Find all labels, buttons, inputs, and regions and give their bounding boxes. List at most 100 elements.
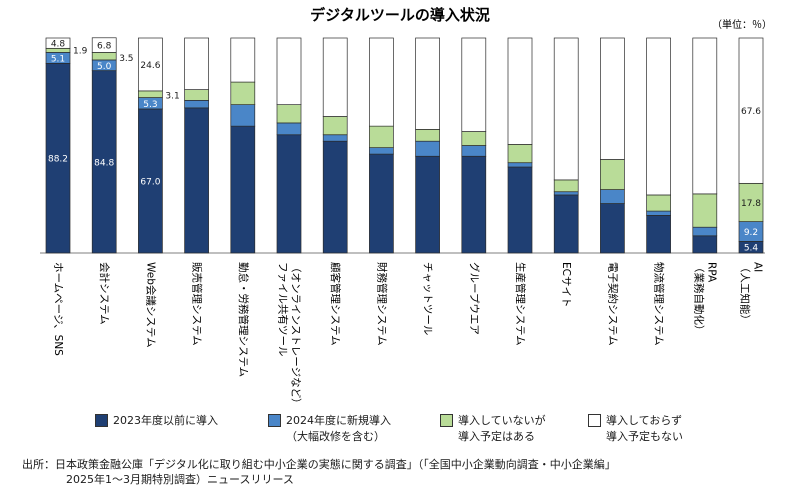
bar-segment-13-series-1 (600, 203, 625, 254)
category-label-8: 財務管理システム (375, 262, 388, 346)
category-label-7: 顧客管理システム (329, 262, 342, 346)
category-label-5: 勤怠・労務管理システム (237, 262, 250, 377)
data-label-3-4: 24.6 (140, 61, 160, 71)
bar-segment-8-series-3 (369, 125, 394, 149)
bar-segment-14-series-4 (646, 37, 671, 196)
bar-segment-7-series-2 (322, 134, 348, 142)
bar-segment-4-series-2 (184, 99, 209, 109)
stacked-bar-chart: デジタルツールの導入状況 （単位：％） 88.2 5.1 1.9 4.8 84.8 5.0… (40, 6, 772, 409)
bar-segment-7-series-1 (322, 140, 348, 254)
bar-segment-9-series-4 (415, 37, 440, 130)
data-label-1-2: 5.1 (51, 54, 65, 64)
source-line-1: 出所：日本政策金融公庫「デジタル化に取り組む中小企業の実態に関する調査」（「全国… (22, 458, 616, 471)
bar-segment-4-series-4 (184, 37, 209, 90)
bar-segment-13-series-3 (600, 159, 625, 190)
bar-segment-10-series-3 (461, 131, 487, 146)
category-label-15-line-2: （業務自動化） (692, 262, 705, 336)
category-label-6-line-1: （オンラインストレージなど） (290, 262, 302, 409)
legend-swatch-2023 (95, 414, 108, 427)
data-label-2-2: 5.0 (97, 62, 112, 72)
data-label-16-3: 17.8 (741, 199, 761, 209)
category-label-6-line-2: ファイル共有ツール (277, 262, 290, 357)
legend-swatch-planned (440, 414, 453, 427)
bar-segment-12-series-4 (553, 37, 579, 181)
bar-segment-13-series-2 (600, 189, 625, 204)
bar-segment-13-series-4 (600, 37, 625, 160)
category-label-15-line-1: RPA (705, 262, 717, 283)
category-label-16-line-2: （人工知能） (739, 262, 752, 325)
bar-segment-6-series-1 (276, 134, 302, 254)
bar-segment-10-series-4 (461, 37, 487, 132)
data-label-2-4: 6.8 (97, 42, 112, 52)
data-label-3-3: 3.1 (165, 92, 179, 102)
legend-swatch-none (588, 414, 601, 427)
legend-swatch-2024 (268, 414, 281, 427)
bar-segment-1-series-1 (45, 63, 71, 254)
bar-segment-6-series-3 (276, 104, 302, 124)
bar-segment-4-series-1 (184, 107, 209, 254)
bar-segment-12-series-3 (553, 179, 579, 193)
source-note: 出所：日本政策金融公庫「デジタル化に取り組む中小企業の実態に関する調査」（「全国… (22, 457, 616, 487)
data-label-16-2: 9.2 (744, 228, 758, 238)
data-label-16-1: 5.4 (744, 244, 759, 254)
bar-segment-6-series-4 (276, 37, 302, 106)
category-label-11: 生産管理システム (514, 262, 527, 346)
bar-segment-5-series-4 (230, 37, 256, 83)
unit-label: （単位：％） (712, 18, 772, 31)
bar-segment-15-series-2 (692, 226, 718, 237)
category-label-2: 会計システム (98, 262, 111, 325)
bar-segment-16-series-4 (738, 37, 764, 184)
bar-segment-3-series-4 (138, 37, 163, 92)
bar-segment-14-series-1 (646, 215, 671, 254)
bar-segment-10-series-2 (461, 145, 487, 157)
bar-segment-5-series-1 (230, 125, 256, 254)
bar-segment-9-series-1 (415, 155, 440, 254)
data-label-3-2: 5.3 (143, 100, 157, 110)
data-label-2-1: 84.8 (94, 158, 114, 168)
bar-segment-14-series-2 (646, 210, 671, 216)
bar-segment-15-series-4 (692, 37, 718, 195)
chart-title: デジタルツールの導入状況 (310, 6, 490, 24)
category-label-4: 販売管理システム (191, 262, 204, 346)
bar-segment-12-series-1 (553, 194, 579, 254)
bar-segment-5-series-3 (230, 81, 256, 106)
bar-segment-11-series-1 (507, 166, 533, 254)
bar-segment-2-series-4 (91, 37, 117, 53)
legend: 2023年度以前に導入 2024年度に新規導入 （大幅改修を含む） 導入していな… (0, 410, 800, 450)
data-label-1-4: 4.8 (51, 40, 66, 50)
category-label-14: 物流管理システム (653, 262, 666, 346)
data-label-16-4: 67.6 (741, 107, 761, 117)
bar-segment-11-series-4 (507, 37, 533, 145)
category-label-3: Web会議システム (144, 262, 157, 348)
bar-segment-8-series-1 (369, 153, 394, 254)
legend-label-none: 導入しておらず 導入予定もない (606, 414, 683, 443)
category-label-10: グループウエア (468, 262, 481, 335)
category-label-1: ホームページ、SNS (52, 262, 64, 356)
bar-segment-15-series-3 (692, 193, 718, 228)
bar-segment-2-series-3 (91, 52, 117, 61)
bar-segment-9-series-2 (415, 140, 440, 157)
category-label-13: 電子契約システム (606, 262, 619, 346)
bar-segment-8-series-4 (369, 37, 394, 127)
bar-segment-9-series-3 (415, 129, 440, 142)
bar-segment-16-series-3 (738, 182, 764, 222)
bar-segment-8-series-2 (369, 147, 394, 155)
bar-segment-12-series-2 (553, 191, 579, 196)
category-label-16-line-1: AI (752, 262, 764, 272)
legend-label-2024: 2024年度に新規導入 （大幅改修を含む） (286, 414, 391, 443)
bar-segment-7-series-3 (322, 116, 348, 136)
bar-segment-6-series-2 (276, 122, 302, 136)
data-label-1-1: 88.2 (48, 155, 68, 165)
data-label-1-3: 1.9 (73, 46, 88, 56)
data-label-3-1: 67.0 (140, 177, 160, 187)
bar-segment-1-series-4 (45, 37, 71, 49)
category-labels-group: ホームページ、SNS 会計システム Web会議システム 販売管理システム 勤怠・労務管理… (52, 262, 764, 409)
bar-segment-11-series-2 (507, 162, 533, 168)
bar-segment-4-series-3 (184, 89, 209, 101)
bar-segment-15-series-1 (692, 235, 718, 254)
bar-segment-2-series-1 (91, 70, 117, 254)
bars-group (45, 37, 764, 254)
category-label-9: チャットツール (422, 262, 434, 335)
bar-segment-3-series-3 (138, 90, 163, 98)
